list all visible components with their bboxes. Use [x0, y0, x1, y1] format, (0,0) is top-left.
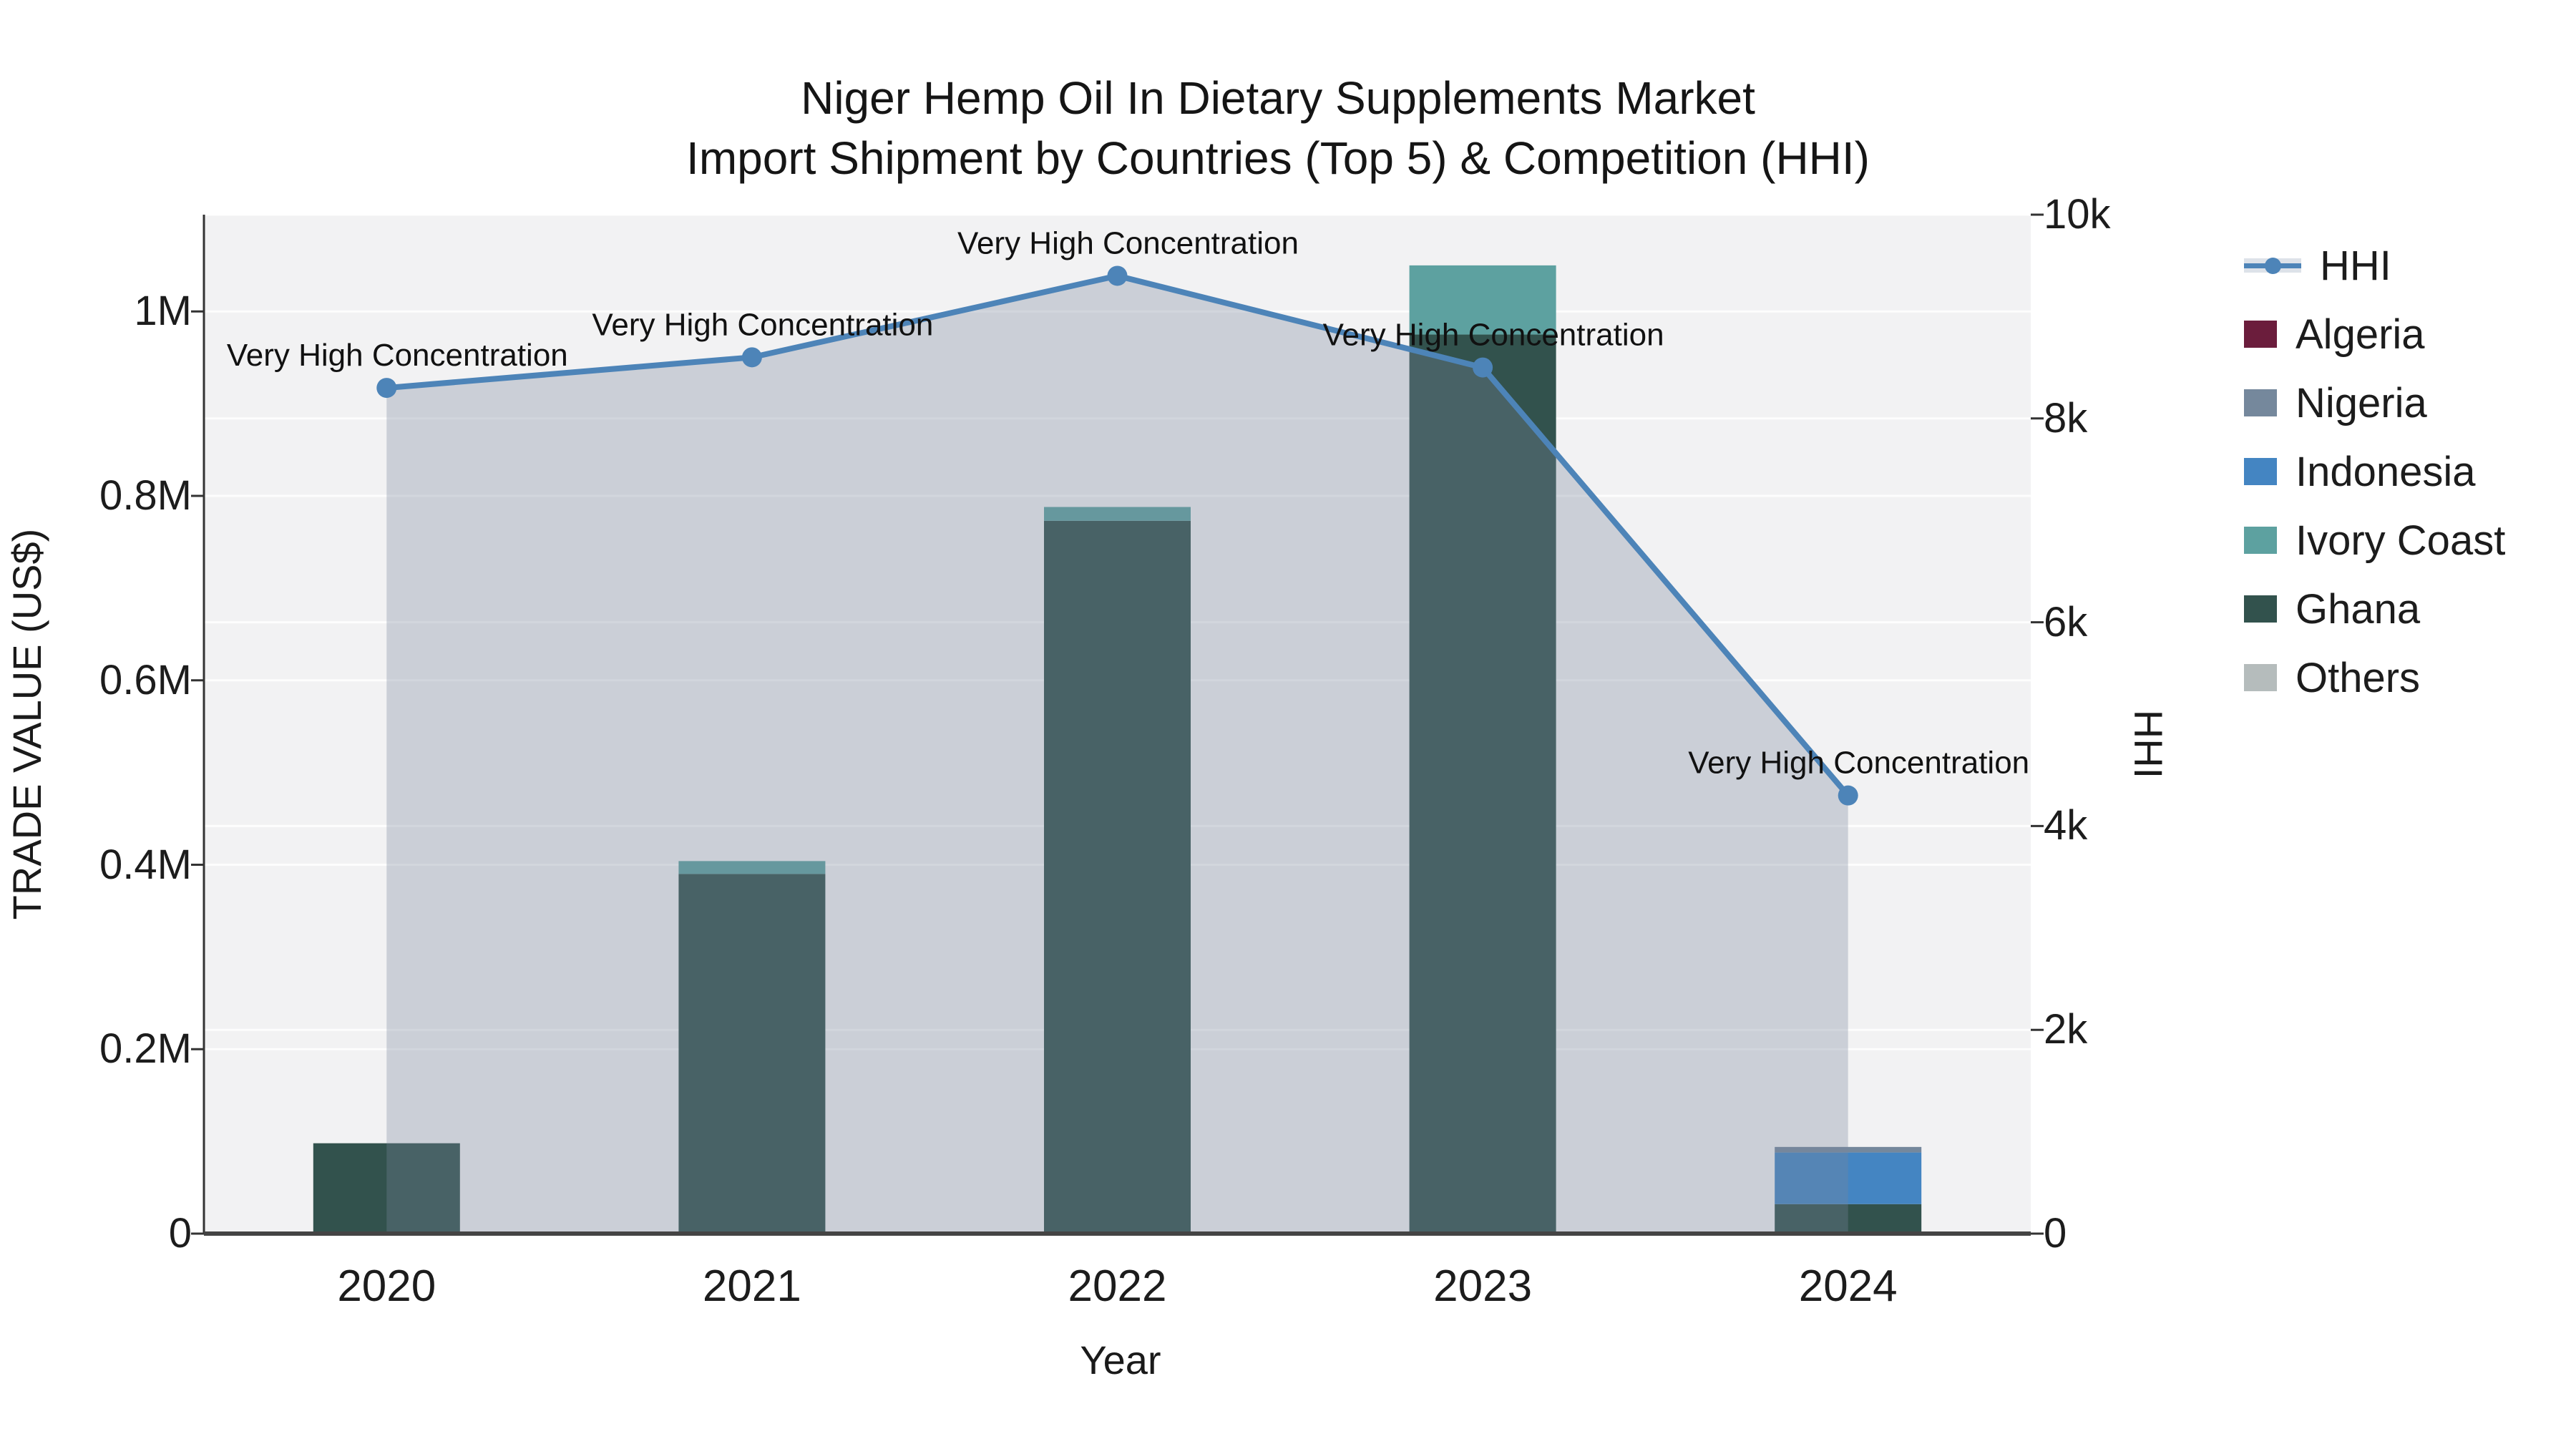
legend-item-label-hhi: HHI	[2320, 242, 2391, 289]
x-axis-title: Year	[1080, 1337, 1161, 1382]
legend-item-label-ghana: Ghana	[2296, 585, 2421, 633]
bar-segment-2022-ghana	[1044, 520, 1191, 1234]
bar-segment-2021-ghana	[678, 874, 826, 1234]
legend-item-ghana[interactable]: Ghana	[2244, 575, 2505, 643]
legend-swatch	[2244, 527, 2277, 554]
y-left-tick-label-0: 0	[168, 1210, 192, 1257]
y-right-tick-label-0: 0	[2044, 1210, 2067, 1257]
y-left-tick-label-1M: 1M	[134, 288, 192, 335]
bar-segment-2022-ivory-coast	[1044, 507, 1191, 521]
legend-item-algeria[interactable]: Algeria	[2244, 300, 2505, 369]
y-right-tick-label-8k: 8k	[2044, 394, 2088, 441]
y-left-tick-label-0.6M: 0.6M	[99, 656, 192, 703]
x-tick-label-2020: 2020	[337, 1262, 436, 1311]
legend-item-indonesia[interactable]: Indonesia	[2244, 437, 2505, 506]
y-right-tick-label-4k: 4k	[2044, 802, 2088, 849]
x-tick-label-2022: 2022	[1068, 1262, 1167, 1311]
bar-segment-2024-ghana	[1775, 1204, 1922, 1234]
hhi-marker-2022	[1107, 265, 1128, 286]
bar-segment-2023-ivory-coast	[1409, 265, 1556, 335]
legend-item-others[interactable]: Others	[2244, 643, 2505, 712]
bar-segment-2023-ghana	[1409, 334, 1556, 1234]
legend-swatch	[2244, 321, 2277, 348]
hhi-marker-2021	[741, 347, 762, 368]
hhi-marker-2020	[376, 378, 397, 399]
y-right-tick-label-6k: 6k	[2044, 598, 2088, 645]
y-left-tick-label-0.8M: 0.8M	[99, 472, 192, 519]
annotation-2020: Very High Concentration	[227, 338, 568, 373]
y-right-axis-title: HHI	[2126, 709, 2171, 779]
legend-item-ivory-coast[interactable]: Ivory Coast	[2244, 506, 2505, 575]
hhi-marker-2024	[1838, 785, 1858, 806]
legend-swatch	[2244, 389, 2277, 416]
legend-item-label-others: Others	[2296, 654, 2421, 701]
legend-item-hhi[interactable]: HHI	[2244, 231, 2505, 300]
bar-segment-2024-nigeria	[1775, 1146, 1922, 1153]
legend: HHI Algeria Nigeria Indonesia Ivory Coas…	[2244, 231, 2505, 712]
chart-title-line1: Niger Hemp Oil In Dietary Supplements Ma…	[801, 72, 1755, 124]
legend-swatch	[2244, 458, 2277, 485]
legend-item-label-nigeria: Nigeria	[2296, 379, 2427, 426]
annotation-2021: Very High Concentration	[592, 307, 933, 342]
hhi-marker-2023	[1473, 357, 1493, 378]
y-left-tick-label-0.4M: 0.4M	[99, 841, 192, 888]
x-tick-label-2024: 2024	[1798, 1262, 1898, 1311]
y-left-tick-label-0.2M: 0.2M	[99, 1025, 192, 1073]
bar-segment-2021-ivory-coast	[678, 861, 826, 874]
chart-title-line2: Import Shipment by Countries (Top 5) & C…	[686, 132, 1870, 184]
legend-item-nigeria[interactable]: Nigeria	[2244, 369, 2505, 437]
legend-item-label-algeria: Algeria	[2296, 311, 2425, 358]
y-left-axis-title: TRADE VALUE (US$)	[4, 528, 49, 920]
y-right-tick-label-10k: 10k	[2044, 191, 2111, 238]
legend-hhi-line-sample	[2244, 252, 2301, 279]
annotation-2024: Very High Concentration	[1688, 746, 2029, 781]
legend-swatch	[2244, 595, 2277, 623]
hhi-marker-icon	[2265, 258, 2281, 274]
legend-item-label-indonesia: Indonesia	[2296, 448, 2476, 495]
bar-segment-2020-ghana	[313, 1143, 460, 1234]
hhi-area-fill	[386, 275, 1848, 1234]
bar-segment-2024-indonesia	[1775, 1152, 1922, 1204]
annotation-2022: Very High Concentration	[957, 225, 1299, 260]
legend-item-label-ivory-coast: Ivory Coast	[2296, 517, 2506, 564]
annotation-2023: Very High Concentration	[1323, 318, 1664, 353]
legend-swatch	[2244, 664, 2277, 691]
x-tick-label-2021: 2021	[702, 1262, 801, 1311]
x-tick-label-2023: 2023	[1433, 1262, 1533, 1311]
y-right-tick-label-2k: 2k	[2044, 1006, 2088, 1053]
